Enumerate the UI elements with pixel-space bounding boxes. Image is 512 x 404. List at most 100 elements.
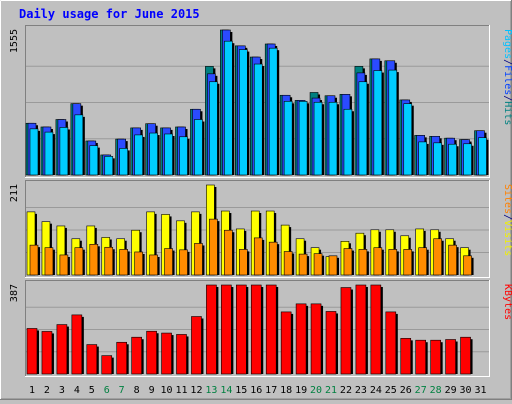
bar-sites-day-28: [433, 238, 442, 276]
bar-kbytes-day-15: [236, 284, 247, 375]
bar-sites-day-11: [179, 249, 188, 276]
bar-pages-day-6: [104, 156, 114, 176]
x-tick-label: 17: [265, 385, 277, 396]
legend-pages-files-hits: Pages/Files/Hits: [502, 29, 512, 125]
bar-sites-day-30: [463, 255, 472, 276]
bar-sites-day-18: [283, 251, 293, 276]
bar-sites-day-27: [418, 247, 428, 276]
bar-kbytes-day-5: [86, 344, 98, 375]
bar-kbytes-day-16: [250, 284, 262, 375]
bar-pages-day-21: [328, 101, 338, 176]
bar-kbytes-day-1: [26, 328, 38, 375]
x-tick-label: 16: [250, 385, 262, 396]
bar-kbytes-day-12: [191, 316, 202, 375]
x-tick-label: 3: [59, 385, 65, 396]
bar-pages-day-30: [463, 143, 472, 176]
x-tick-label: 12: [190, 385, 202, 396]
legend-visits-sites: Sites/Visits: [502, 184, 512, 256]
bar-sites-day-15: [239, 249, 248, 276]
bar-sites-day-7: [119, 249, 128, 276]
x-tick-label: 25: [385, 385, 397, 396]
bar-kbytes-day-10: [161, 332, 172, 375]
bar-sites-day-9: [149, 254, 158, 276]
bar-pages-day-11: [179, 136, 188, 176]
bar-sites-day-29: [448, 244, 457, 276]
x-tick-label: 29: [445, 385, 457, 396]
x-tick-label: 7: [119, 385, 125, 396]
bar-pages-day-28: [433, 142, 442, 176]
x-tick-label: 10: [161, 385, 173, 396]
bar-sites-day-23: [358, 249, 368, 276]
bar-kbytes-day-2: [41, 331, 53, 375]
legend-entry: Visits: [502, 220, 512, 256]
x-tick-label: 22: [340, 385, 352, 396]
bar-kbytes-day-26: [400, 338, 412, 375]
x-tick-label: 2: [44, 385, 50, 396]
x-tick-label: 4: [74, 385, 80, 396]
x-tick-label: 21: [325, 385, 337, 396]
bar-pages-day-16: [253, 63, 263, 176]
x-tick-label: 6: [104, 385, 110, 396]
bar-pages-day-29: [448, 143, 457, 176]
x-tick-label: 18: [280, 385, 292, 396]
bar-kbytes-day-18: [280, 311, 292, 375]
x-tick-label: 14: [220, 385, 232, 396]
bar-kbytes-day-22: [340, 287, 352, 375]
bar-sites-day-16: [253, 237, 263, 276]
bar-kbytes-day-24: [370, 284, 382, 375]
bar-sites-day-5: [89, 243, 99, 276]
bar-sites-day-6: [104, 246, 114, 276]
bar-pages-day-8: [134, 134, 143, 176]
bar-pages-day-23: [358, 81, 368, 176]
bar-pages-day-31: [478, 137, 487, 176]
bar-sites-day-26: [403, 249, 413, 276]
y-max-label: 211: [9, 184, 20, 202]
bar-kbytes-day-11: [176, 334, 187, 375]
bar-pages-day-20: [313, 101, 323, 176]
x-tick-label: 19: [295, 385, 307, 396]
bar-sites-day-1: [29, 244, 39, 276]
legend-entry: Pages: [502, 29, 512, 59]
bar-pages-day-2: [44, 131, 54, 176]
bar-kbytes-day-19: [295, 303, 307, 375]
bar-sites-day-13: [209, 218, 218, 276]
bar-sites-day-22: [343, 248, 353, 276]
x-tick-label: 28: [430, 385, 442, 396]
legend-entry: /: [502, 214, 512, 220]
bar-sites-day-4: [74, 247, 84, 276]
bar-kbytes-day-8: [131, 336, 142, 375]
x-tick-label: 15: [235, 385, 247, 396]
bar-kbytes-day-7: [116, 341, 127, 375]
legend-entry: /: [502, 59, 512, 65]
x-tick-label: 5: [89, 385, 95, 396]
x-tick-label: 9: [149, 385, 155, 396]
bar-kbytes-day-30: [460, 336, 471, 375]
bar-kbytes-day-25: [385, 311, 397, 375]
x-tick-label: 23: [355, 385, 367, 396]
bar-sites-day-8: [134, 251, 143, 276]
x-tick-label: 24: [370, 385, 382, 396]
bar-pages-day-9: [149, 132, 158, 176]
bar-sites-day-2: [44, 247, 54, 276]
legend-entry: Hits: [502, 101, 512, 125]
bar-sites-day-24: [373, 247, 383, 276]
bar-sites-day-25: [388, 249, 398, 276]
bar-kbytes-day-13: [206, 284, 217, 375]
x-tick-label: 30: [460, 385, 472, 396]
x-tick-label: 26: [400, 385, 412, 396]
bar-pages-day-19: [298, 101, 308, 176]
bar-kbytes-day-9: [146, 330, 157, 375]
bar-pages-day-3: [59, 127, 69, 176]
bar-pages-day-27: [418, 141, 428, 176]
x-tick-label: 20: [310, 385, 322, 396]
bar-sites-day-20: [313, 253, 323, 276]
bar-pages-day-13: [209, 81, 218, 176]
bar-kbytes-day-27: [415, 339, 427, 375]
bar-kbytes-day-3: [56, 324, 68, 375]
panel-visits-sites: 211 Sites/Visits: [9, 180, 512, 278]
bar-pages-day-7: [119, 148, 128, 176]
panel-pages-files-hits: 1555 Pages/Files/Hits: [9, 25, 512, 178]
x-tick-label: 31: [474, 385, 486, 396]
bar-sites-day-12: [194, 243, 203, 276]
legend-entry: KBytes: [502, 284, 512, 320]
